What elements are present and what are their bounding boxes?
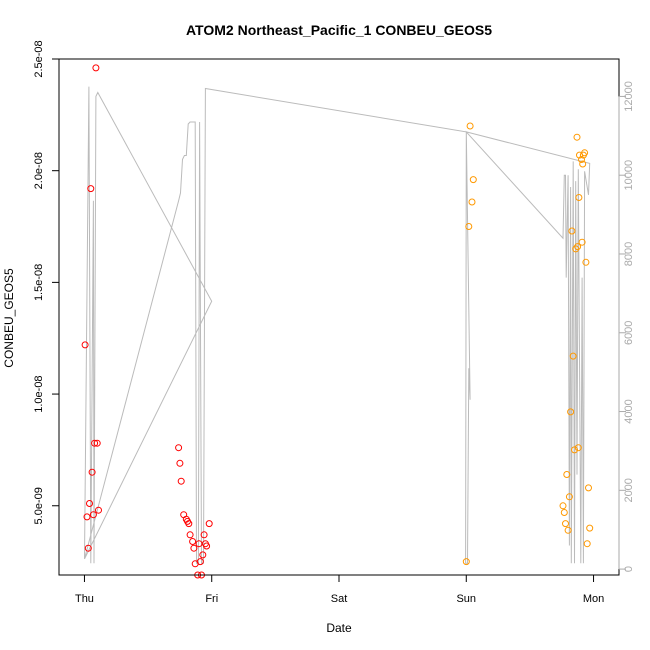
data-point-s1-0 (462, 558, 470, 566)
data-point-s1-4 (469, 176, 477, 184)
y2-tick-label: 10000 (623, 160, 635, 191)
data-point-s1-28 (585, 484, 592, 492)
data-point-s1-5 (559, 502, 567, 510)
data-point-s0-10 (95, 506, 102, 514)
data-point-s1-26 (582, 258, 590, 266)
data-point-s0-20 (190, 544, 198, 552)
secondary-line-path (84, 86, 591, 564)
x-tick-label: Fri (205, 593, 218, 605)
data-point-s0-13 (177, 477, 185, 485)
x-tick-label: Sat (331, 593, 348, 605)
data-point-s0-11 (175, 444, 183, 452)
data-point-s0-26 (199, 551, 207, 559)
data-point-s1-7 (562, 520, 569, 528)
data-point-s0-29 (203, 542, 211, 550)
data-point-s0-4 (87, 185, 95, 193)
data-point-s0-3 (86, 500, 93, 507)
x-tick-label: Mon (583, 593, 604, 605)
data-point-s1-23 (579, 160, 587, 168)
data-point-s1-18 (574, 444, 582, 452)
y-tick-label: 1.5e-08 (33, 264, 45, 301)
data-point-s1-2 (466, 122, 474, 130)
y-tick-label: 2.5e-08 (33, 40, 45, 77)
data-point-s1-16 (573, 133, 581, 141)
data-point-s0-19 (189, 538, 197, 545)
secondary-series-line (84, 86, 591, 564)
y-tick-label: 5.0e-09 (33, 487, 45, 524)
y2-tick-label: 4000 (623, 399, 635, 423)
data-points (81, 64, 594, 579)
y2-tick-label: 8000 (623, 242, 635, 266)
data-point-s1-10 (565, 493, 573, 501)
data-point-s0-7 (91, 439, 99, 447)
data-point-s1-1 (465, 223, 473, 230)
data-point-s1-9 (564, 526, 572, 534)
data-point-s0-8 (92, 64, 100, 72)
data-point-s1-6 (560, 509, 568, 516)
data-point-s1-14 (571, 446, 578, 454)
data-point-s1-15 (572, 245, 580, 253)
data-point-s0-12 (176, 459, 184, 467)
data-point-s1-11 (567, 408, 575, 416)
y2-tick-label: 2000 (623, 478, 635, 502)
y-axis-left: 5.0e-09 1.0e-08 1.5e-08 2.0e-08 2.5e-08 (33, 40, 60, 524)
data-point-s0-24 (196, 558, 204, 566)
data-point-s1-17 (574, 243, 582, 251)
data-point-s0-17 (185, 520, 193, 528)
y-tick-label: 1.0e-08 (33, 375, 45, 412)
y2-tick-label: 12000 (623, 81, 635, 112)
y2-tick-label: 6000 (623, 321, 635, 345)
data-point-s1-29 (586, 524, 594, 532)
y-tick-label: 2.0e-08 (33, 152, 45, 189)
data-point-s1-8 (563, 471, 571, 478)
x-tick-label: Thu (75, 593, 94, 605)
data-point-s0-0 (81, 341, 89, 349)
x-axis-label: Date (326, 621, 352, 635)
data-point-s1-12 (568, 227, 576, 235)
y2-tick-label: 0 (623, 566, 635, 572)
y-axis-label: CONBEU_GEOS5 (2, 268, 16, 368)
data-point-s0-27 (200, 531, 208, 539)
x-tick-label: Sun (456, 593, 476, 605)
data-point-s0-5 (88, 468, 96, 476)
data-point-s0-18 (186, 531, 194, 539)
data-point-s1-22 (578, 238, 586, 246)
chart-title: ATOM2 Northeast_Pacific_1 CONBEU_GEOS5 (186, 22, 492, 38)
data-point-s1-25 (581, 149, 589, 157)
y-axis-right: 0 2000 4000 6000 8000 10000 12000 (618, 81, 635, 572)
data-point-s1-19 (575, 194, 583, 201)
data-point-s0-9 (93, 439, 101, 447)
data-point-s0-6 (89, 511, 97, 519)
data-point-s1-3 (468, 198, 476, 206)
data-point-s1-27 (583, 540, 591, 548)
x-axis: Thu Fri Sat Sun Mon (75, 574, 604, 605)
data-point-s1-21 (578, 156, 585, 163)
data-point-s0-1 (83, 513, 91, 521)
data-point-s0-2 (84, 544, 92, 552)
data-point-s1-13 (569, 352, 577, 360)
data-point-s0-30 (205, 520, 213, 528)
